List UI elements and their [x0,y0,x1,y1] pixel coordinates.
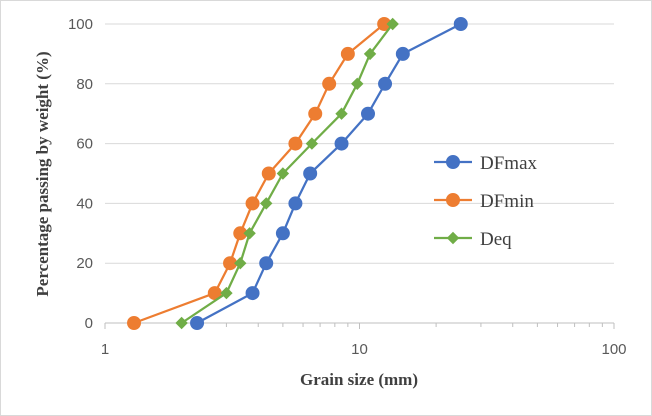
data-point-dfmax [378,76,393,91]
legend-marker [446,231,460,245]
data-point-dfmax [245,286,260,301]
data-point-dfmax [190,316,205,330]
axes: 0 20 40 60 80 100 1 10 100 [68,16,627,358]
series-deq [175,17,399,330]
data-point-deq [220,286,233,300]
y-tick-label: 40 [76,195,93,212]
x-axis-title: Grain size (mm) [300,370,418,389]
y-tick-label: 20 [76,255,93,272]
data-point-deq [243,227,256,240]
data-point-deq [335,107,348,120]
data-point-deq [386,17,399,31]
data-point-deq [351,77,364,91]
y-tick-label: 0 [85,315,93,332]
legend-item-dfmin: DFmin [434,191,534,212]
data-point-dfmax [395,46,410,61]
data-point-dfmin [261,166,276,181]
data-point-deq [363,47,377,61]
data-point-deq [276,167,290,180]
data-point-dfmax [334,136,349,151]
data-point-dfmin [322,76,337,91]
data-series [126,17,468,330]
legend-marker [446,155,460,169]
data-point-deq [175,316,188,330]
legend-label: DFmin [480,191,534,212]
y-axis-title: Percentage passing by weight (%) [33,51,52,296]
data-point-dfmin [340,46,355,61]
data-point-dfmax [303,166,318,181]
series-dfmax [190,17,468,330]
data-point-dfmax [275,226,290,241]
data-point-deq [234,256,247,270]
series-dfmin [126,17,392,330]
data-point-deq [260,197,273,210]
legend-marker [446,193,460,207]
data-point-dfmax [453,17,468,31]
x-tick-label: 1 [101,341,109,358]
y-tick-label: 80 [76,76,93,93]
legend-item-dfmax: DFmax [434,153,538,174]
y-tick-label: 60 [76,136,93,153]
data-point-deq [305,137,319,150]
data-point-dfmin [288,136,303,151]
legend-label: DFmax [480,153,538,174]
data-point-dfmax [361,106,376,121]
legend-label: Deq [480,229,512,250]
data-point-dfmax [259,256,274,271]
legend-item-deq: Deq [434,229,512,250]
x-tick-label: 100 [601,341,626,358]
data-point-dfmax [288,196,303,211]
legend: DFmax DFmin Deq [434,153,538,250]
data-point-dfmin [308,106,323,121]
data-point-dfmin [126,316,141,330]
data-point-dfmin [245,196,260,211]
x-tick-label: 10 [351,341,368,358]
y-tick-label: 100 [68,16,93,33]
